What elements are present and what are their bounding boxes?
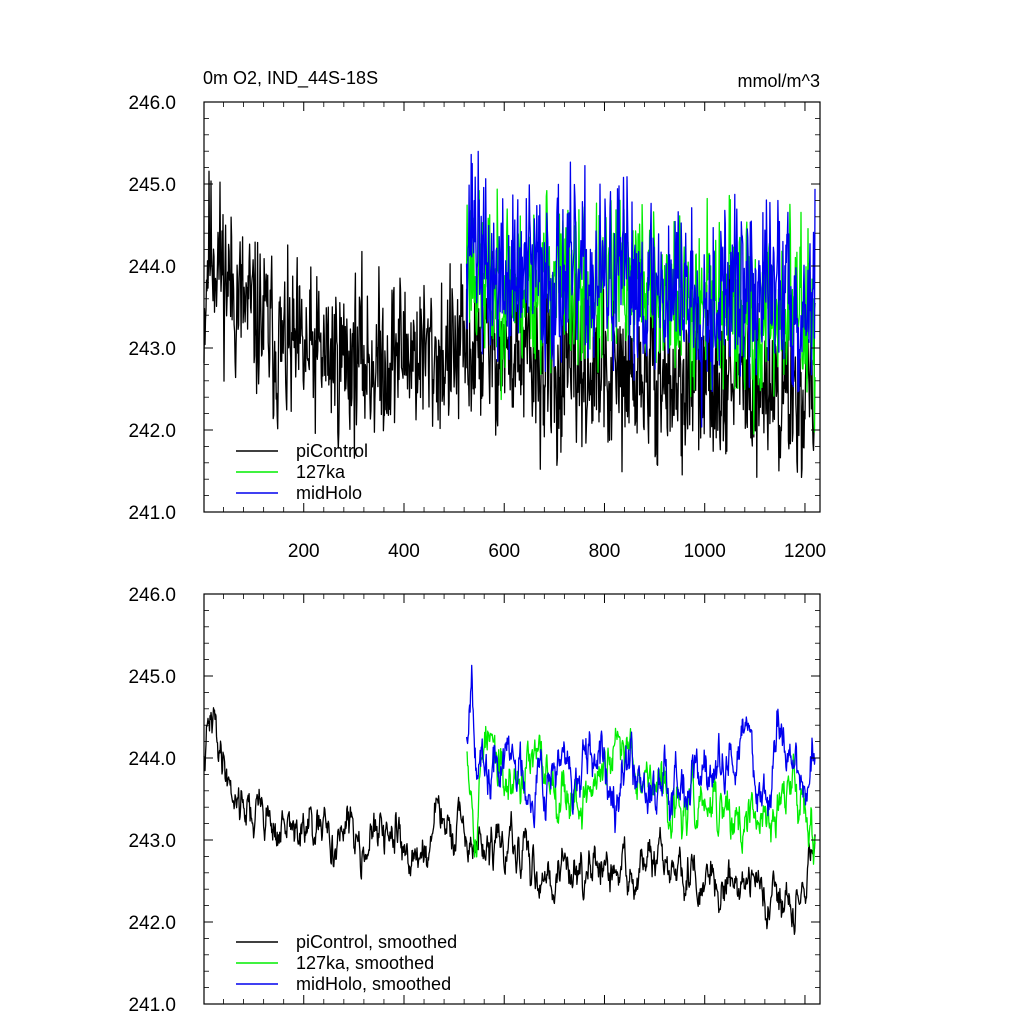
bottom-panel: 241.0 242.0 243.0 244.0 245.0 246.0 piControl… (128, 585, 821, 1016)
y-tick-label: 241.0 (128, 995, 176, 1016)
top-panel: 0m O2, IND_44S-18S mmol/m^3 241.0242.024… (128, 68, 826, 562)
plot-frame (203, 101, 821, 513)
y-tick-label: 241.0 (128, 503, 176, 524)
y-tick-label: 245.0 (128, 175, 176, 196)
legend-label: piControl, smoothed (296, 932, 457, 952)
axis-ticks: 241.0 242.0 243.0 244.0 245.0 246.0 200 400 600 8… (128, 93, 826, 562)
y-tick-label: 246.0 (128, 93, 176, 114)
legend-label: 127ka (296, 462, 346, 482)
y-tick-label: 244.0 (128, 749, 176, 770)
x-tick-label: 400 (388, 541, 420, 562)
x-tick-label: 200 (288, 541, 320, 562)
x-tick-label: 600 (488, 541, 520, 562)
plot-frame (203, 593, 821, 1005)
series-line-midholo (465, 150, 816, 428)
legend-label: 127ka, smoothed (296, 953, 434, 973)
legend-label: midHolo (296, 483, 362, 503)
axis-ticks: 241.0 242.0 243.0 244.0 245.0 246.0 (128, 585, 820, 1016)
units-label: mmol/m^3 (738, 71, 820, 91)
x-tick-label: 1200 (784, 541, 826, 562)
series-line-midholo (465, 664, 816, 834)
chart-title: 0m O2, IND_44S-18S (203, 68, 378, 89)
x-tick-label: 800 (589, 541, 621, 562)
y-tick-label: 243.0 (128, 831, 176, 852)
y-tick-label: 246.0 (128, 585, 176, 606)
plot-lines (203, 664, 816, 935)
series-line-picontrol (203, 707, 816, 935)
plot-lines (203, 150, 816, 479)
y-tick-label: 245.0 (128, 667, 176, 688)
y-tick-label: 242.0 (128, 913, 176, 934)
legend-label: piControl (296, 441, 368, 461)
legend-label: midHolo, smoothed (296, 974, 451, 994)
x-tick-label: 1000 (684, 541, 726, 562)
y-tick-label: 242.0 (128, 421, 176, 442)
y-tick-label: 244.0 (128, 257, 176, 278)
y-tick-label: 243.0 (128, 339, 176, 360)
